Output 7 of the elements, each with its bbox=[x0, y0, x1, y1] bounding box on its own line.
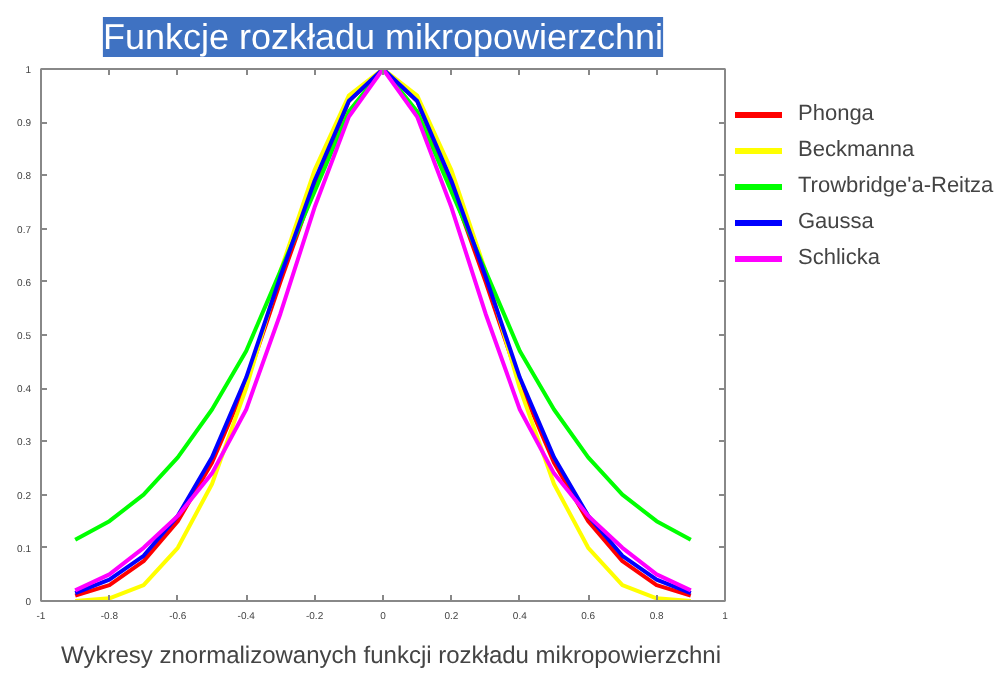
chart-title: Funkcje rozkładu mikropowierzchni bbox=[102, 17, 664, 57]
legend-label: Beckmanna bbox=[798, 138, 915, 162]
legend-label: Phonga bbox=[798, 102, 874, 126]
legend-label: Gaussa bbox=[798, 210, 874, 234]
text: Wykresy znormalizowanych funkcji rozkładu mikropowierzchni bbox=[61, 641, 721, 669]
legend-label: Schlicka bbox=[798, 246, 880, 270]
legend-label: Trowbridge'a-Reitza bbox=[798, 174, 994, 198]
